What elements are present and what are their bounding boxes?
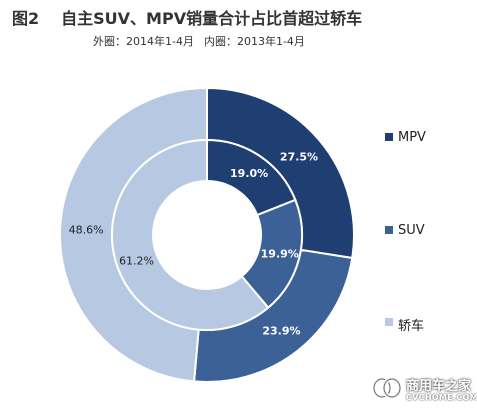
legend-item-suv: SUV [385, 223, 465, 239]
legend-swatch-sedan [385, 318, 393, 326]
subtitle-inner: 内圈：2013年1-4月 [203, 35, 305, 48]
watermark-logo-icon [372, 377, 402, 399]
inner-label-suv: 19.9% [261, 247, 299, 260]
figure-number: 图2 [12, 9, 40, 28]
legend-swatch-suv [385, 226, 393, 234]
legend-swatch-mpv [385, 133, 393, 141]
legend-item-mpv: MPV [385, 130, 465, 146]
data-labels: 27.5% 23.9% 48.6% 19.0% 19.9% 61.2% [69, 150, 318, 337]
inner-label-mpv: 19.0% [230, 167, 268, 180]
watermark: 商用车之家 CVCHOME.COM [372, 372, 477, 410]
outer-label-mpv: 27.5% [280, 150, 318, 163]
legend-label-suv: SUV [398, 223, 425, 238]
chart-title: 图2 自主SUV、MPV销量合计占比首超过轿车 [12, 5, 362, 29]
inner-label-sedan: 61.2% [119, 255, 154, 268]
watermark-cn: 商用车之家 [406, 379, 472, 394]
watermark-en: CVCHOME.COM [406, 393, 477, 402]
subtitle-outer: 外圈：2014年1-4月 [93, 35, 194, 48]
chart-subtitle: 外圈：2014年1-4月 内圈：2013年1-4月 [93, 33, 305, 49]
doughnut-rings [59, 86, 355, 383]
legend-label-sedan: 轿车 [398, 319, 425, 334]
outer-label-suv: 23.9% [262, 324, 300, 337]
legend-label-mpv: MPV [398, 130, 426, 145]
title-text: 自主SUV、MPV销量合计占比首超过轿车 [61, 9, 363, 28]
legend-item-sedan: 轿车 [385, 315, 465, 334]
outer-label-sedan: 48.6% [69, 224, 104, 237]
inner-slice-sedan [111, 138, 270, 331]
